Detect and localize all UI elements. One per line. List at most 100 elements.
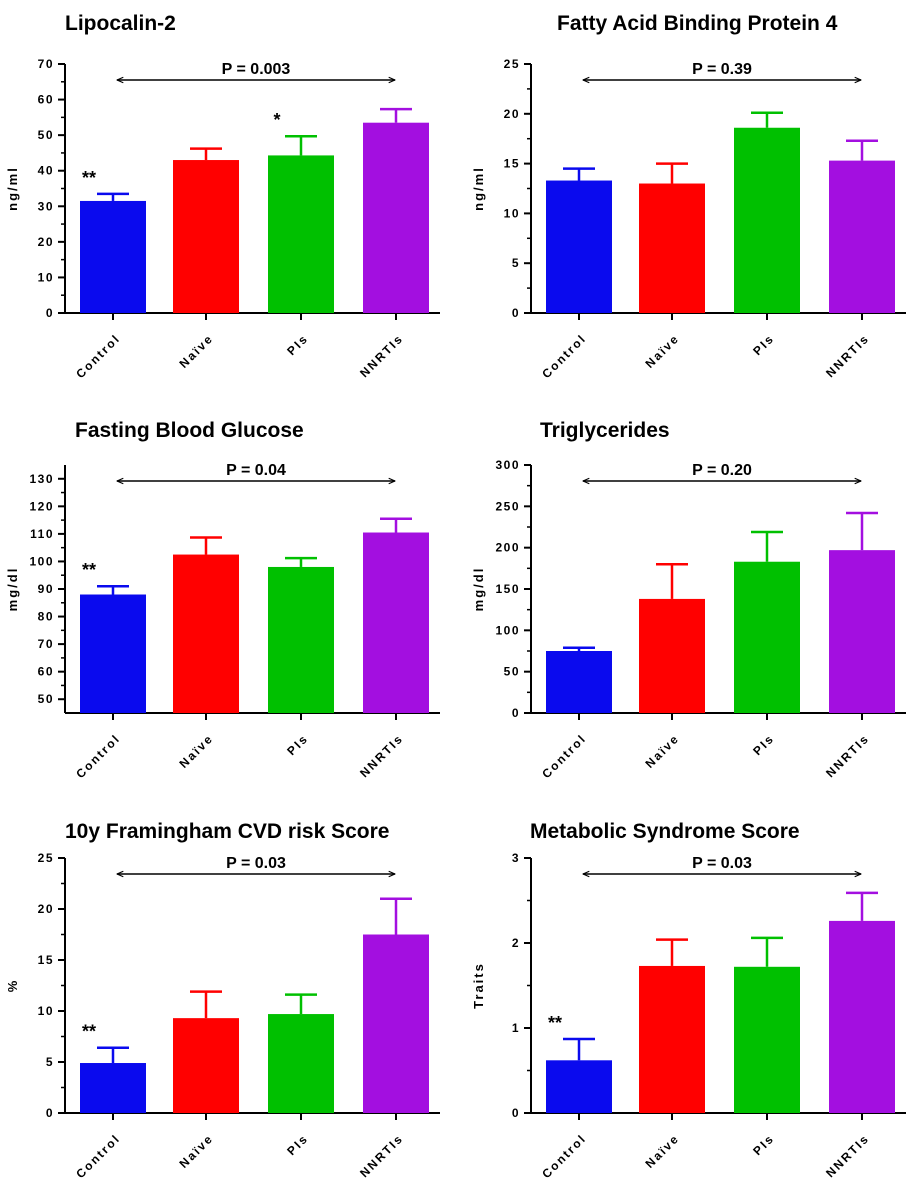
chart-title: Metabolic Syndrome Score xyxy=(530,820,800,843)
x-tick-label: PIs xyxy=(750,331,777,358)
y-axis-label: ng/ml xyxy=(471,166,486,211)
chart-title: 10y Framingham CVD risk Score xyxy=(65,820,389,843)
y-axis-label: mg/dl xyxy=(471,567,486,612)
y-tick-label: 0 xyxy=(512,1106,520,1120)
bar-pis xyxy=(268,155,334,313)
x-tick-label: Naïve xyxy=(177,1131,217,1171)
significance-marker: ** xyxy=(82,1022,96,1042)
p-value-label: P = 0.39 xyxy=(692,61,752,78)
y-tick-label: 0 xyxy=(46,1106,54,1120)
bar-pis xyxy=(734,966,800,1113)
chart-panel-3: Fasting Blood Glucose 50 60 70 80 90 100 110 120… xyxy=(5,419,440,781)
bar-control xyxy=(80,594,146,713)
y-tick-label: 5 xyxy=(512,256,520,270)
bar-control xyxy=(546,1060,612,1113)
x-tick-label: PIs xyxy=(750,731,777,758)
bar-nave xyxy=(639,183,705,313)
chart-panel-5: 10y Framingham CVD risk Score 0 5 10 15 20 25%… xyxy=(5,820,440,1181)
y-tick-label: 90 xyxy=(38,582,54,596)
chart-title: Fasting Blood Glucose xyxy=(75,419,304,442)
y-tick-label: 0 xyxy=(46,306,54,320)
y-tick-label: 15 xyxy=(504,157,520,171)
x-tick-label: NNRTIs xyxy=(357,331,406,380)
bar-nnrtis xyxy=(363,122,429,313)
significance-marker: * xyxy=(273,110,280,130)
x-tick-label: PIs xyxy=(750,1131,777,1158)
p-value-label: P = 0.003 xyxy=(222,61,291,78)
p-value-label: P = 0.03 xyxy=(692,855,752,872)
bar-nave xyxy=(173,1018,239,1113)
bar-pis xyxy=(268,1014,334,1113)
x-tick-label: Naïve xyxy=(643,1131,683,1171)
bar-nave xyxy=(173,160,239,313)
significance-marker: ** xyxy=(82,168,96,188)
bar-control xyxy=(546,651,612,713)
y-tick-label: 110 xyxy=(30,527,54,541)
x-tick-label: Control xyxy=(73,1131,123,1181)
y-tick-label: 5 xyxy=(46,1055,54,1069)
x-tick-label: NNRTIs xyxy=(823,1131,872,1180)
bar-pis xyxy=(734,127,800,313)
x-tick-label: NNRTIs xyxy=(357,731,406,780)
bar-pis xyxy=(268,566,334,713)
p-value-label: P = 0.04 xyxy=(226,462,286,479)
p-value-label: P = 0.20 xyxy=(692,462,752,479)
bar-nnrtis xyxy=(829,160,895,313)
y-tick-label: 100 xyxy=(29,554,54,568)
y-tick-label: 70 xyxy=(38,637,54,651)
y-tick-label: 40 xyxy=(38,164,54,178)
x-tick-label: Control xyxy=(539,1131,589,1181)
p-value-label: P = 0.03 xyxy=(226,855,286,872)
y-tick-label: 1 xyxy=(512,1021,520,1035)
y-tick-label: 10 xyxy=(38,1004,54,1018)
x-tick-label: PIs xyxy=(284,331,311,358)
chart-panel-6: Metabolic Syndrome Score 0 1 2 3 Traits ** Cont… xyxy=(471,820,906,1181)
y-tick-label: 70 xyxy=(38,57,54,71)
chart-panel-1: Lipocalin-2 0 10 20 30 40 50 60 70 ng/ml ** Control… xyxy=(5,12,440,381)
bar-nave xyxy=(639,965,705,1113)
bar-control xyxy=(80,1063,146,1113)
x-tick-label: NNRTIs xyxy=(823,331,872,380)
bar-nave xyxy=(639,598,705,713)
significance-marker: ** xyxy=(82,560,96,580)
y-tick-label: 30 xyxy=(38,199,54,213)
x-tick-label: NNRTIs xyxy=(357,1131,406,1180)
y-tick-label: 0 xyxy=(512,706,520,720)
y-axis-label: Traits xyxy=(471,962,486,1009)
y-tick-label: 60 xyxy=(38,665,54,679)
bar-nnrtis xyxy=(829,920,895,1113)
y-tick-label: 25 xyxy=(38,851,54,865)
chart-title: Triglycerides xyxy=(540,419,670,442)
y-tick-label: 25 xyxy=(504,57,520,71)
x-tick-label: NNRTIs xyxy=(823,731,872,780)
y-tick-label: 80 xyxy=(38,610,54,624)
y-axis-label: % xyxy=(5,979,20,993)
y-tick-label: 15 xyxy=(38,953,54,967)
y-tick-label: 50 xyxy=(504,665,520,679)
chart-panel-2: Fatty Acid Binding Protein 4 0 5 10 15 20 25 ng… xyxy=(471,12,906,381)
y-tick-label: 20 xyxy=(38,902,54,916)
y-tick-label: 130 xyxy=(29,472,54,486)
y-tick-label: 150 xyxy=(495,582,520,596)
x-tick-label: Control xyxy=(73,331,123,381)
chart-panel-4: Triglycerides 0 50 100 150 200 250 300 mg/dl Cont… xyxy=(471,419,906,781)
x-tick-label: Naïve xyxy=(177,731,217,771)
bar-nnrtis xyxy=(363,934,429,1113)
y-tick-label: 250 xyxy=(495,499,520,513)
bar-nnrtis xyxy=(363,532,429,713)
bar-nave xyxy=(173,554,239,713)
y-tick-label: 300 xyxy=(495,458,520,472)
bar-nnrtis xyxy=(829,550,895,713)
y-tick-label: 50 xyxy=(38,128,54,142)
y-tick-label: 60 xyxy=(38,93,54,107)
y-axis-label: ng/ml xyxy=(5,166,20,211)
significance-marker: ** xyxy=(548,1013,562,1033)
y-tick-label: 100 xyxy=(495,623,520,637)
y-tick-label: 200 xyxy=(495,541,520,555)
x-tick-label: Naïve xyxy=(643,731,683,771)
x-tick-label: PIs xyxy=(284,731,311,758)
y-tick-label: 10 xyxy=(38,270,54,284)
y-tick-label: 20 xyxy=(38,235,54,249)
bar-control xyxy=(80,200,146,313)
